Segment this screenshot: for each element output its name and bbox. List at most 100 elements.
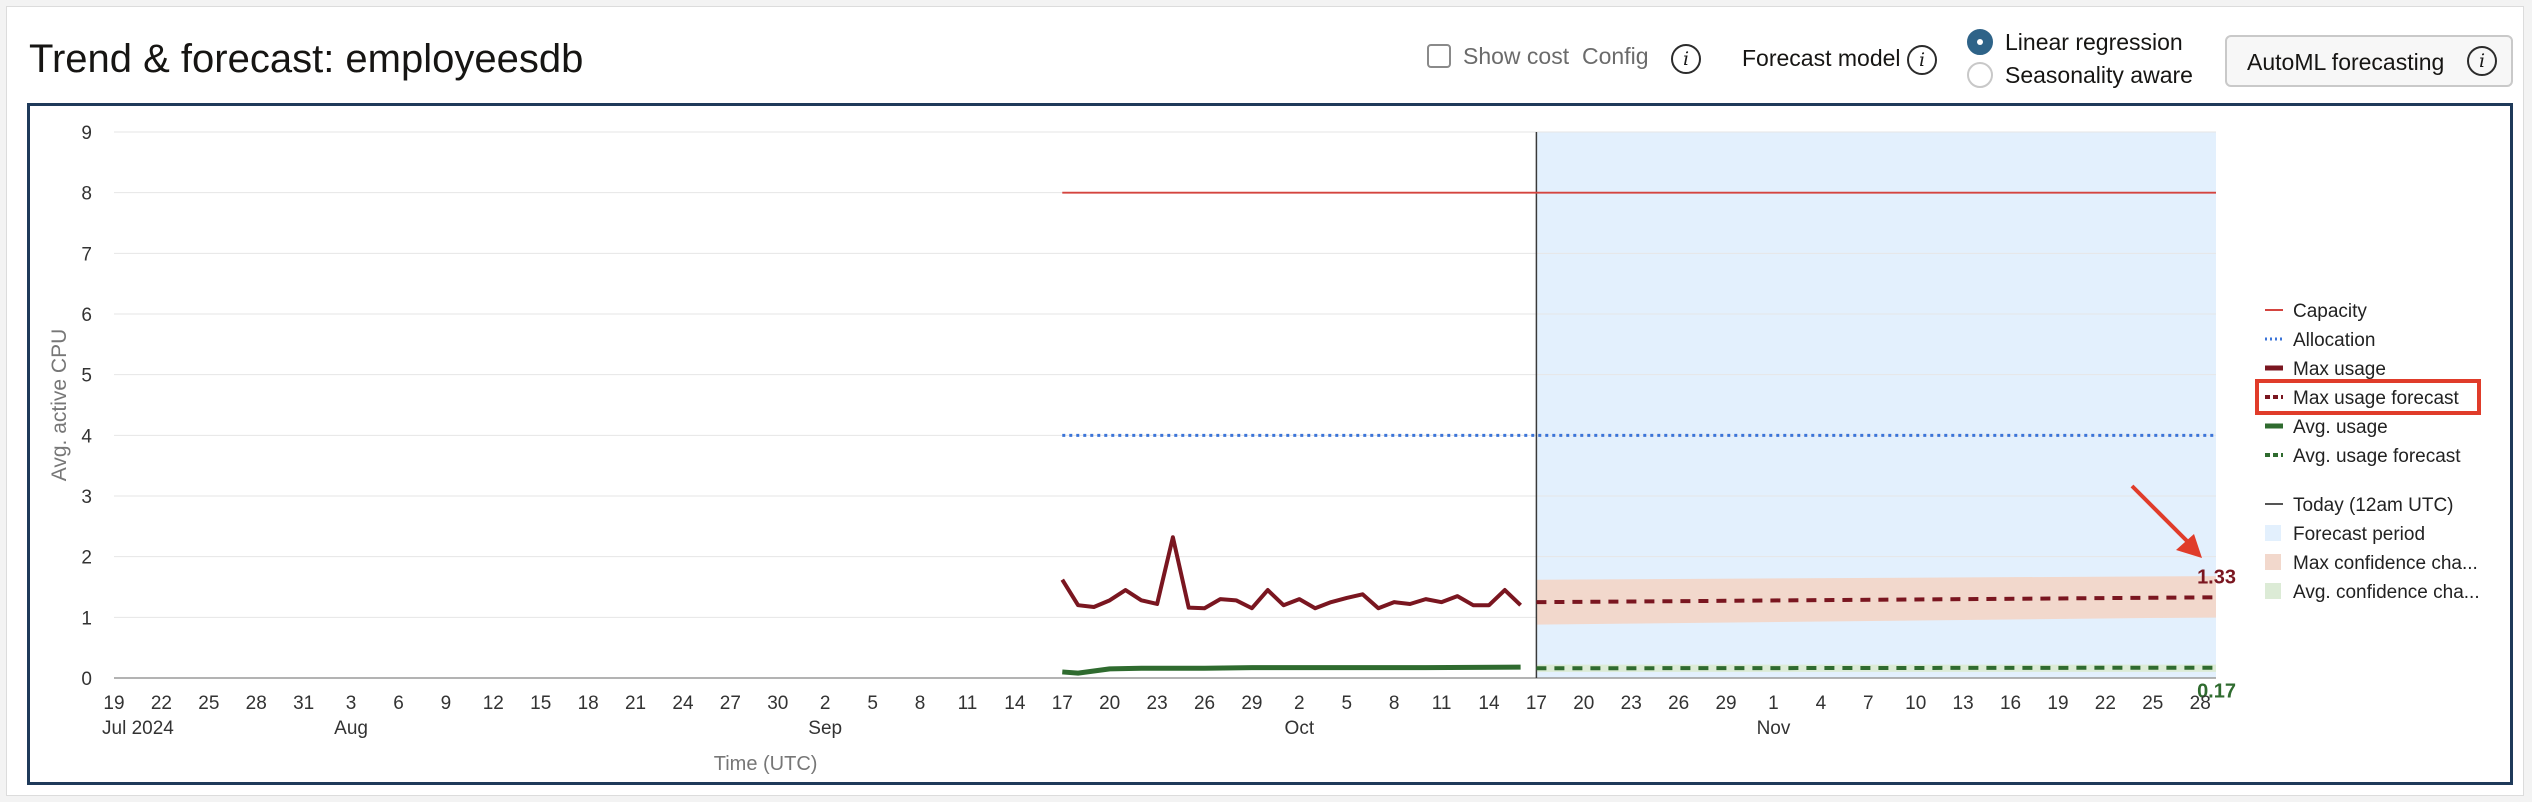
legend-swatch bbox=[2265, 525, 2281, 541]
y-tick-label: 3 bbox=[81, 487, 92, 508]
legend-item-label: Avg. usage forecast bbox=[2293, 446, 2461, 467]
x-tick-label: 25 bbox=[2142, 693, 2163, 714]
legend-swatch bbox=[2265, 554, 2281, 570]
legend-item-label: Capacity bbox=[2293, 301, 2367, 322]
x-tick-label: 29 bbox=[1715, 693, 1736, 714]
forecast-model-info-icon[interactable]: i bbox=[1907, 45, 1937, 75]
automl-forecasting-button[interactable]: AutoML forecasting i bbox=[2225, 35, 2513, 87]
legend-highlight-box bbox=[2255, 379, 2481, 415]
show-cost-checkbox[interactable] bbox=[1427, 44, 1451, 68]
y-tick-label: 1 bbox=[81, 608, 92, 629]
x-tick-label: 25 bbox=[198, 693, 219, 714]
automl-forecasting-label: AutoML forecasting bbox=[2247, 49, 2445, 75]
x-period-label: Aug bbox=[334, 718, 368, 739]
x-tick-label: 19 bbox=[103, 693, 124, 714]
forecast-model-label: Forecast model bbox=[1742, 45, 1901, 71]
x-tick-label: 11 bbox=[958, 693, 978, 714]
x-tick-label: 9 bbox=[441, 693, 452, 714]
x-tick-label: 24 bbox=[672, 693, 694, 714]
x-tick-label: 7 bbox=[1863, 693, 1874, 714]
seasonality-aware-label[interactable]: Seasonality aware bbox=[2005, 62, 2193, 88]
x-tick-label: 12 bbox=[483, 693, 504, 714]
x-tick-label: 14 bbox=[1004, 693, 1026, 714]
x-tick-label: 18 bbox=[578, 693, 599, 714]
automl-info-icon[interactable]: i bbox=[2467, 46, 2497, 76]
annotation-arrow-head bbox=[2176, 534, 2202, 558]
y-tick-label: 9 bbox=[81, 123, 92, 144]
y-tick-label: 5 bbox=[81, 366, 92, 387]
x-tick-label: 13 bbox=[1953, 693, 1974, 714]
x-tick-label: 22 bbox=[151, 693, 172, 714]
max-usage-line bbox=[1060, 535, 1522, 611]
x-tick-label: 28 bbox=[2190, 693, 2211, 714]
x-tick-label: 10 bbox=[1905, 693, 1926, 714]
y-tick-label: 7 bbox=[81, 244, 92, 265]
linear-regression-radio[interactable] bbox=[1967, 29, 1993, 55]
x-period-label: Jul 2024 bbox=[102, 718, 174, 739]
x-tick-label: 26 bbox=[1194, 693, 1215, 714]
x-tick-label: 2 bbox=[820, 693, 831, 714]
page-title: Trend & forecast: employeesdb bbox=[29, 37, 584, 81]
x-axis-title: Time (UTC) bbox=[714, 753, 818, 775]
x-tick-label: 31 bbox=[293, 693, 314, 714]
legend-item-label: Max confidence cha... bbox=[2293, 553, 2478, 574]
seasonality-aware-radio[interactable] bbox=[1967, 62, 1993, 88]
x-tick-label: 5 bbox=[867, 693, 878, 714]
x-tick-label: 19 bbox=[2047, 693, 2068, 714]
legend-item-label: Allocation bbox=[2293, 330, 2375, 351]
x-tick-label: 5 bbox=[1341, 693, 1352, 714]
x-tick-label: 1 bbox=[1768, 693, 1779, 714]
x-period-label: Nov bbox=[1757, 718, 1791, 739]
x-tick-label: 16 bbox=[2000, 693, 2021, 714]
x-tick-label: 6 bbox=[393, 693, 404, 714]
x-tick-label: 26 bbox=[1668, 693, 1689, 714]
config-info-icon[interactable]: i bbox=[1671, 44, 1701, 74]
chart-container: 0 1 2 3 4 5 6 7 8 9 1.33 0.17 19 22 25 28 31 3 6 9 12 15 18 21 2… bbox=[27, 103, 2513, 785]
x-period-label: Sep bbox=[808, 718, 842, 739]
annotation-arrow-shaft bbox=[2130, 484, 2194, 548]
y-axis-title: Avg. active CPU bbox=[48, 329, 71, 482]
show-cost-label[interactable]: Show cost bbox=[1463, 43, 1570, 69]
x-tick-label: 3 bbox=[346, 693, 357, 714]
end-value-label: 0.17 bbox=[2197, 681, 2236, 703]
x-tick-label: 20 bbox=[1573, 693, 1594, 714]
x-tick-label: 15 bbox=[530, 693, 551, 714]
legend-item-label: Forecast period bbox=[2293, 524, 2425, 545]
end-value-label: 1.33 bbox=[2197, 566, 2236, 588]
x-tick-label: 20 bbox=[1099, 693, 1120, 714]
y-tick-label: 8 bbox=[81, 184, 92, 205]
x-tick-label: 8 bbox=[915, 693, 926, 714]
legend-item-label: Today (12am UTC) bbox=[2293, 495, 2454, 516]
max-usage-forecast-line bbox=[1536, 595, 2217, 605]
x-tick-label: 27 bbox=[720, 693, 741, 714]
x-tick-label: 22 bbox=[2095, 693, 2116, 714]
x-tick-label: 21 bbox=[625, 693, 646, 714]
legend-item-label: Avg. usage bbox=[2293, 417, 2388, 438]
y-tick-label: 4 bbox=[81, 426, 92, 447]
linear-regression-label[interactable]: Linear regression bbox=[2005, 29, 2183, 55]
y-tick-label: 0 bbox=[81, 669, 92, 690]
legend-item-label: Avg. confidence cha... bbox=[2293, 582, 2480, 603]
legend-item-label: Max usage bbox=[2293, 359, 2386, 380]
y-tick-label: 2 bbox=[81, 548, 92, 569]
legend-swatch bbox=[2265, 583, 2281, 599]
x-tick-label: 11 bbox=[1432, 693, 1452, 714]
x-tick-label: 4 bbox=[1816, 693, 1827, 714]
x-tick-label: 2 bbox=[1294, 693, 1305, 714]
x-tick-label: 23 bbox=[1147, 693, 1168, 714]
max-confidence-band bbox=[1536, 576, 2216, 625]
legend-item-label: Max usage forecast bbox=[2293, 388, 2460, 409]
config-label: Config bbox=[1582, 43, 1649, 69]
avg-usage-line bbox=[1062, 664, 1521, 676]
x-tick-label: 14 bbox=[1478, 693, 1500, 714]
x-tick-label: 30 bbox=[767, 693, 788, 714]
x-tick-label: 28 bbox=[246, 693, 267, 714]
x-tick-label: 17 bbox=[1526, 693, 1547, 714]
x-tick-label: 23 bbox=[1621, 693, 1642, 714]
y-tick-label: 6 bbox=[81, 305, 92, 326]
x-period-label: Oct bbox=[1285, 718, 1315, 739]
trend-forecast-panel: Trend & forecast: employeesdb Show cost … bbox=[6, 6, 2524, 796]
x-tick-label: 29 bbox=[1241, 693, 1262, 714]
x-tick-label: 17 bbox=[1052, 693, 1073, 714]
